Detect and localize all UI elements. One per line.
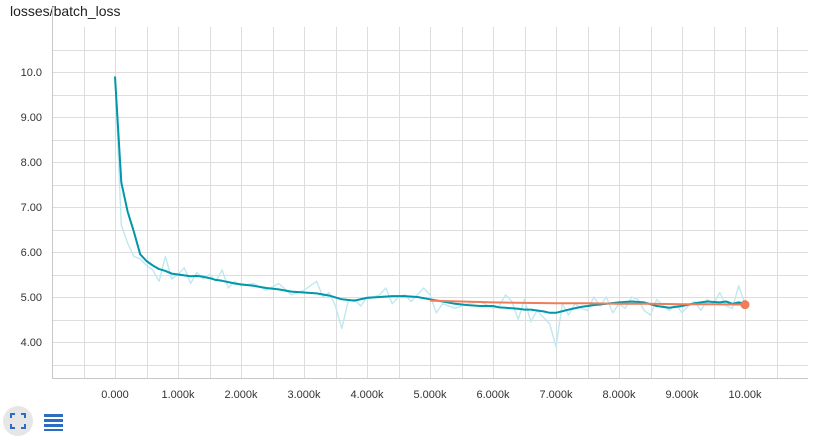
y-tick-label: 8.00 [21, 157, 42, 169]
chart-plot-area [114, 76, 750, 348]
chart-tick-labels: 0.000 1.000k 2.000k 3.000k 4.000k 5.000k 6.000… [21, 67, 762, 400]
y-tick-label: 4.00 [21, 337, 42, 349]
x-tick-label: 2.000k [224, 389, 258, 400]
chart-axes [52, 7, 808, 379]
y-tick-label: 6.00 [21, 247, 42, 259]
series-line-smoothed [114, 76, 746, 314]
x-tick-label: 0.000 [101, 389, 129, 400]
y-tick-label: 7.00 [21, 202, 42, 214]
chart-title: losses/batch_loss [10, 3, 121, 19]
x-tick-label: 1.000k [161, 389, 195, 400]
series-line-second_run [429, 299, 746, 306]
series-end-marker [740, 300, 750, 310]
x-tick-label: 4.000k [350, 389, 384, 400]
x-tick-label: 8.000k [602, 389, 636, 400]
fullscreen-icon [10, 413, 26, 429]
x-tick-label: 5.000k [413, 389, 447, 400]
x-tick-label: 3.000k [287, 389, 321, 400]
x-tick-label: 9.000k [665, 389, 699, 400]
y-tick-label: 5.00 [21, 292, 42, 304]
x-tick-label: 10.00k [728, 389, 762, 400]
series-line-raw [114, 76, 746, 348]
fullscreen-button[interactable] [3, 406, 33, 436]
loss-chart[interactable]: 0.000 1.000k 2.000k 3.000k 4.000k 5.000k 6.000… [0, 0, 818, 400]
y-tick-label: 10.0 [21, 67, 42, 79]
x-tick-label: 7.000k [539, 389, 573, 400]
y-tick-label: 9.00 [21, 112, 42, 124]
x-tick-label: 6.000k [476, 389, 510, 400]
chart-grid [52, 27, 808, 378]
data-table-button[interactable] [38, 406, 68, 436]
data-table-icon [44, 414, 63, 431]
